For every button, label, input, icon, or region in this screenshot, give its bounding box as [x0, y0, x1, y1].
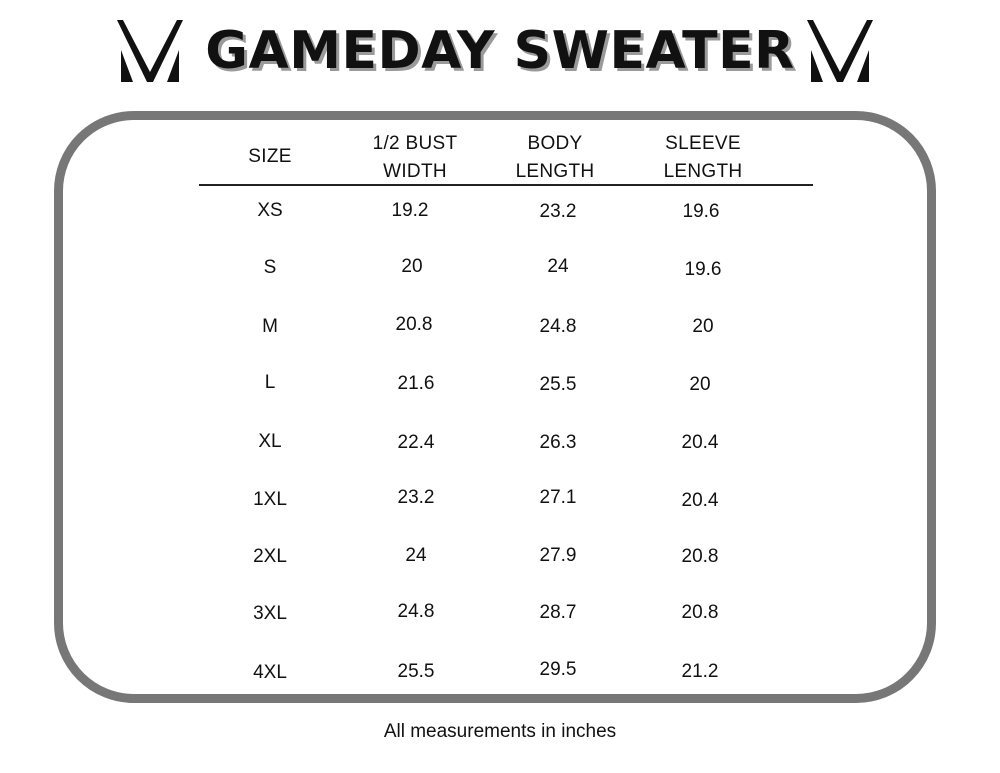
sleeve-length-cell: 20: [692, 316, 714, 337]
size-cell: XL: [258, 431, 282, 452]
bust-cell: 22.4: [397, 432, 435, 453]
body-length-cell: 25.5: [539, 374, 577, 395]
body-length-cell: 26.3: [539, 432, 577, 453]
sleeve-length-cell: 21.2: [681, 661, 719, 682]
column-header-line: LENGTH: [515, 161, 595, 182]
body-length-cell: 24: [547, 256, 569, 277]
size-cell: 4XL: [253, 662, 287, 683]
mv-monogram-icon: [117, 20, 183, 82]
column-header-body-length: BODY LENGTH: [475, 130, 635, 186]
body-length-cell: 24.8: [539, 316, 577, 337]
column-header-size: SIZE: [190, 143, 350, 171]
page-title: GAMEDAY SWEATER: [205, 21, 795, 81]
size-cell: L: [264, 372, 276, 393]
size-cell: S: [263, 257, 277, 278]
sleeve-length-cell: 20.8: [681, 602, 719, 623]
sleeve-length-cell: 20.4: [681, 432, 719, 453]
bust-cell: 21.6: [397, 373, 435, 394]
sleeve-length-cell: 20: [689, 374, 711, 395]
size-cell: XS: [257, 200, 283, 221]
column-header-sleeve-length: SLEEVE LENGTH: [623, 130, 783, 186]
body-length-cell: 27.1: [539, 487, 577, 508]
bust-cell: 19.2: [391, 200, 429, 221]
column-header-line: 1/2 BUST: [372, 133, 458, 154]
sleeve-length-cell: 20.4: [681, 490, 719, 511]
body-length-cell: 27.9: [539, 545, 577, 566]
size-cell: 3XL: [253, 603, 287, 624]
column-header-line: SLEEVE: [665, 133, 741, 154]
size-cell: 1XL: [253, 489, 287, 510]
sleeve-length-cell: 19.6: [684, 259, 722, 280]
sleeve-length-cell: 19.6: [682, 201, 720, 222]
bust-cell: 24.8: [397, 601, 435, 622]
mv-monogram-icon: [807, 20, 873, 82]
bust-cell: 24: [405, 545, 427, 566]
column-header-line: SIZE: [248, 146, 292, 167]
body-length-cell: 23.2: [539, 201, 577, 222]
column-header-line: LENGTH: [663, 161, 743, 182]
body-length-cell: 28.7: [539, 602, 577, 623]
table-frame: [54, 111, 936, 703]
column-header-bust-width: 1/2 BUST WIDTH: [335, 130, 495, 186]
bust-cell: 25.5: [397, 661, 435, 682]
sleeve-length-cell: 20.8: [681, 546, 719, 567]
column-header-line: WIDTH: [383, 161, 447, 182]
size-cell: M: [262, 316, 278, 337]
bust-cell: 20.8: [395, 314, 433, 335]
header-divider: [199, 184, 813, 186]
body-length-cell: 29.5: [539, 659, 577, 680]
column-header-line: BODY: [527, 133, 583, 154]
bust-cell: 20: [401, 256, 423, 277]
measurement-note: All measurements in inches: [383, 721, 617, 742]
bust-cell: 23.2: [397, 487, 435, 508]
size-cell: 2XL: [253, 546, 287, 567]
header: GAMEDAY SWEATER: [0, 18, 1000, 88]
